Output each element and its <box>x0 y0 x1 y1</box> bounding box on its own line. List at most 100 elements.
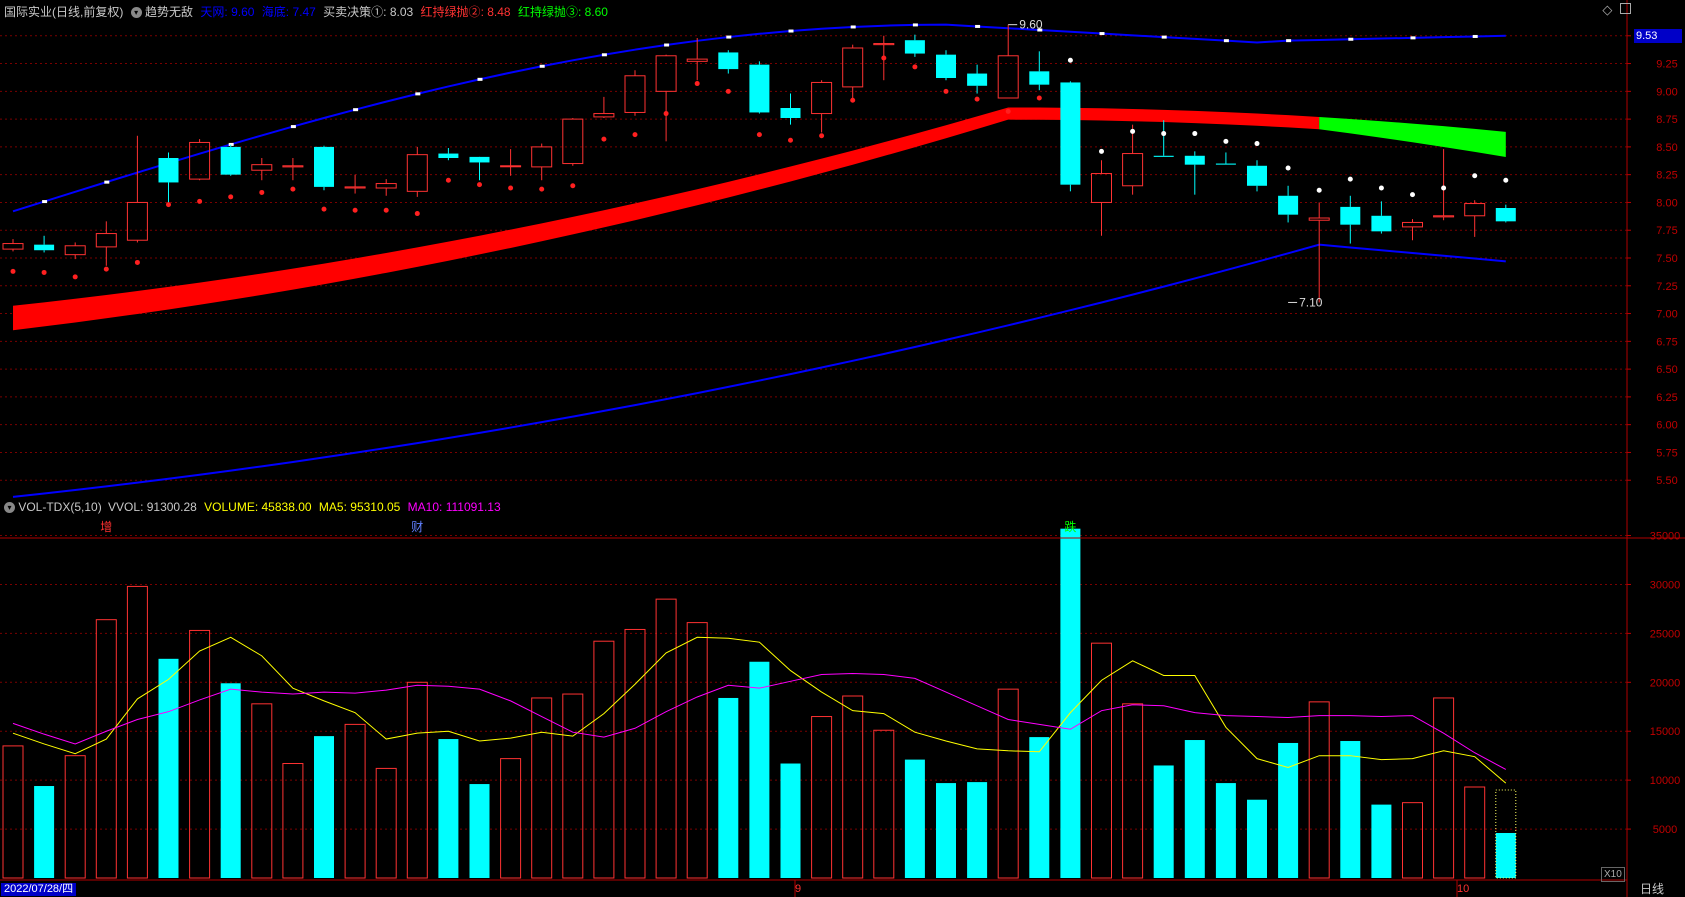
upper-band-dot <box>1161 35 1167 39</box>
signal-dot-red <box>912 64 918 70</box>
signal-dot-red <box>943 88 949 94</box>
event-marker: 增 <box>100 520 112 534</box>
candle-down <box>936 54 956 78</box>
volume-bar-up <box>1433 697 1455 879</box>
stock-title[interactable]: 国际实业(日线,前复权) <box>4 5 124 19</box>
signal-dot-red <box>881 55 887 61</box>
price-tick-label: 9.25 <box>1656 59 1677 71</box>
volume-bar-up <box>95 619 117 879</box>
signal-dot-red <box>725 88 731 94</box>
volume-bar-up <box>189 629 211 879</box>
signal-dot-red <box>103 266 109 272</box>
period-mode[interactable]: 日线 <box>1640 882 1665 896</box>
minimize-icon[interactable] <box>1620 3 1631 14</box>
price-tick-label: 5.75 <box>1656 447 1677 459</box>
candle-down <box>1184 155 1205 165</box>
zoom-multiplier[interactable]: X10 <box>1601 867 1625 882</box>
candle-up <box>126 201 148 241</box>
signal-dot-red <box>788 137 793 143</box>
upper-band-dot <box>1099 32 1105 36</box>
signal-dot-red <box>321 206 327 212</box>
price-tick-label: 7.50 <box>1656 253 1677 265</box>
volume-bar-down <box>469 784 490 878</box>
upper-band-dot <box>1223 39 1229 43</box>
volume-bar-down <box>780 763 801 878</box>
lower-band-line <box>12 243 1506 498</box>
volume-tick-label: 25000 <box>1650 628 1681 640</box>
volume-label: VOLUME <box>204 500 255 514</box>
candle-up <box>562 118 584 165</box>
buy-label: 买卖决策① <box>323 5 384 19</box>
upper-band-dot <box>912 23 918 27</box>
vvol-label: VVOL <box>108 500 141 514</box>
upper-band-dot <box>1348 37 1354 41</box>
upper-band-dot <box>1286 39 1292 43</box>
signal-dot-red <box>290 186 296 192</box>
vol-dropdown-icon[interactable]: ▾ <box>4 502 15 514</box>
signal-dot-white <box>1410 192 1415 198</box>
candle-up <box>2 243 24 250</box>
candle-up <box>1464 203 1486 217</box>
price-tick-label: 8.00 <box>1656 197 1677 209</box>
candle-up <box>1433 215 1455 218</box>
volume-bar-up <box>562 693 584 879</box>
candle-down <box>1247 165 1267 186</box>
volume-bar-up <box>251 703 273 879</box>
upper-band-dot <box>850 25 856 29</box>
signal-dot-red <box>477 182 482 188</box>
ma5-label: MA5 <box>318 500 344 514</box>
volume-bar-up <box>624 628 646 879</box>
volume-bar-up <box>282 763 304 879</box>
vol-indicator-name[interactable]: VOL-TDX(5,10) <box>18 500 102 514</box>
volume-bar-up <box>1308 701 1330 879</box>
candle-down <box>780 108 801 118</box>
volume-bar-down <box>1247 799 1267 878</box>
indicator-name[interactable]: 趋势无敌 <box>145 5 194 19</box>
diamond-icon[interactable]: ◇ <box>1602 2 1613 17</box>
candle-down <box>314 146 334 187</box>
volume-bar-down <box>438 739 459 878</box>
dropdown-icon[interactable]: ▾ <box>130 7 142 19</box>
volume-bar-down <box>158 658 179 878</box>
signal-dot-red <box>383 207 389 213</box>
upper-band-dot <box>664 43 670 47</box>
signal-dot-red <box>974 96 980 102</box>
upper-band-dot <box>353 108 359 112</box>
red1-label: 红持绿抛② <box>420 5 481 19</box>
volume-bar-up <box>344 723 366 879</box>
vvol-value: 91300.28 <box>146 500 197 514</box>
candle-down <box>438 153 459 158</box>
signal-dot-white <box>1161 131 1167 137</box>
volume-tick-label: 35000 <box>1650 531 1681 543</box>
ma5-value: 95310.05 <box>350 500 401 514</box>
candle-up <box>1308 217 1330 221</box>
signal-dot-white <box>1067 57 1073 63</box>
volume-bar-up <box>686 622 708 879</box>
candle-down <box>34 244 55 251</box>
candle-down <box>220 146 241 175</box>
volume-bar-down <box>1153 765 1174 878</box>
price-tick-label: 8.25 <box>1656 170 1677 182</box>
price-tick-label: 6.25 <box>1656 392 1677 404</box>
signal-dot-red <box>756 132 762 138</box>
candle-down <box>158 158 179 183</box>
signal-dot-white <box>1441 185 1447 191</box>
signal-dot-red <box>819 133 825 139</box>
volume-bar-up <box>1402 802 1423 879</box>
volume-bar-up <box>531 697 553 879</box>
volume-bar-up <box>500 758 522 879</box>
price-tick-label: 9.00 <box>1656 86 1677 98</box>
signal-dot-red <box>414 211 420 217</box>
upper-band-dot <box>975 24 981 28</box>
upper-band-dot <box>1037 28 1043 32</box>
candle-up <box>95 233 117 248</box>
candle-up <box>406 154 428 192</box>
signal-dot-red <box>10 268 16 274</box>
signal-dot-red <box>1005 108 1011 114</box>
candle-down <box>718 52 739 70</box>
candle-up <box>344 186 366 189</box>
signal-dot-white <box>1472 173 1478 179</box>
volume-bar-down <box>1184 740 1205 878</box>
